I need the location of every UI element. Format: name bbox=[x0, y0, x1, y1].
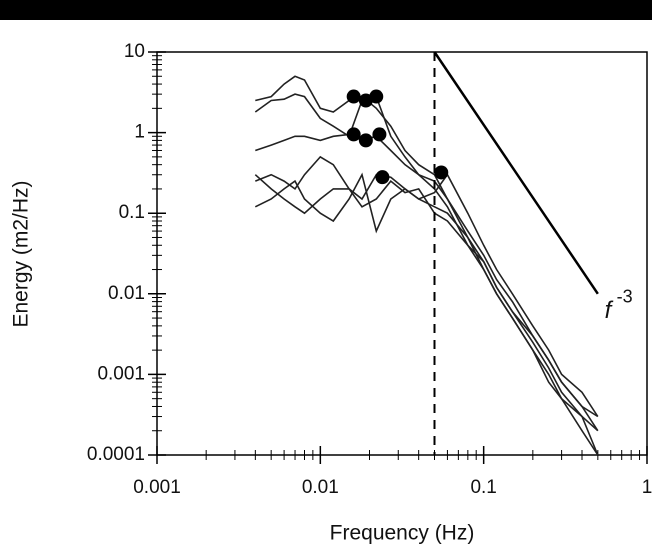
peak-marker bbox=[358, 133, 373, 148]
peak-marker bbox=[372, 127, 387, 142]
annotation-text: f bbox=[605, 297, 614, 324]
peak-marker bbox=[369, 89, 384, 104]
y-tick-label: 0.001 bbox=[97, 363, 145, 384]
spectrum-line bbox=[255, 133, 599, 432]
peak-marker bbox=[375, 170, 390, 185]
plot-frame bbox=[156, 51, 648, 456]
y-tick-label: 0.0001 bbox=[87, 444, 145, 465]
spectrum-line bbox=[255, 75, 599, 456]
x-tick-label: 1 bbox=[642, 477, 652, 498]
peak-marker bbox=[434, 165, 449, 180]
spectrum-line bbox=[254, 172, 599, 417]
y-tick-label: 0.1 bbox=[119, 202, 145, 223]
reference-line bbox=[433, 51, 599, 295]
x-axis-label: Frequency (Hz) bbox=[330, 522, 475, 545]
peak-marker bbox=[346, 127, 361, 142]
header-bar bbox=[0, 0, 652, 20]
x-tick-label: 0.001 bbox=[133, 477, 181, 498]
x-tick-label: 0.01 bbox=[302, 477, 339, 498]
spectrum-line bbox=[254, 174, 599, 456]
y-tick-label: 1 bbox=[134, 122, 145, 143]
y-axis-label: Energy (m2/Hz) bbox=[10, 180, 33, 327]
annotation-superscript: -3 bbox=[617, 286, 633, 306]
y-tick-label: 0.01 bbox=[108, 283, 145, 304]
spectrum-line bbox=[254, 93, 599, 432]
y-tick-label: 10 bbox=[124, 41, 145, 62]
peak-marker bbox=[346, 89, 361, 104]
x-tick-label: 0.1 bbox=[470, 477, 496, 498]
